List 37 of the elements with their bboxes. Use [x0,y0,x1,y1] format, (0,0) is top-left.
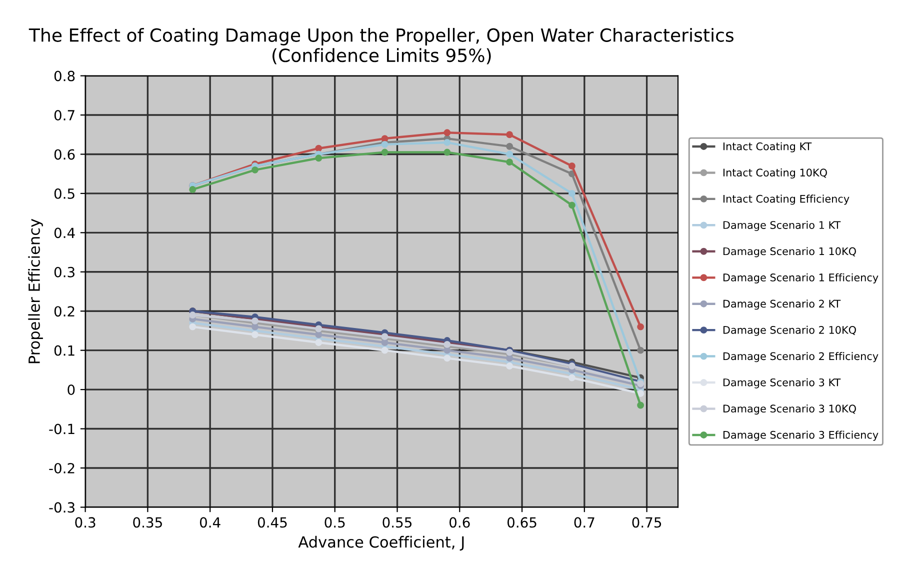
x-tick-label: 0.3 [75,517,96,528]
y-tick-label: 0.7 [54,110,74,120]
legend-label: Damage Scenario 2 Efficiency [723,352,878,362]
y-tick-label: 0.1 [54,345,74,356]
legend-label: Damage Scenario 3 Efficiency [723,430,878,441]
x-tick-label: 0.75 [632,517,662,528]
legend-label: Damage Scenario 1 Efficiency [723,273,878,284]
y-tick-label: 0.3 [54,266,74,278]
x-tick-label: 0.45 [258,517,287,528]
x-tick-label: 0.5 [324,517,345,528]
legend-label: Damage Scenario 2 10KQ [723,326,856,336]
legend-label: Damage Scenario 3 KT [723,378,841,388]
x-axis-title: Advance Coefficient, J [298,536,464,551]
y-tick-label: -0.3 [49,502,74,513]
x-tick-label: 0.55 [382,517,412,528]
legend-label: Damage Scenario 1 KT [723,220,841,231]
chart-title: The Effect of Coating Damage Upon the Propeller, Open Water Characteristics (Confidence Limits 95%) [28,28,734,64]
legend-label: Damage Scenario 3 10KQ [723,404,856,415]
legend-label: Intact Coating KT [723,142,812,152]
y-tick-label: 0.6 [54,149,75,160]
y-tick-label: 0.2 [54,306,74,317]
legend-label: Intact Coating 10KQ [723,168,827,179]
y-axis-title: Propeller Efficiency [28,218,43,364]
y-tick-label: 0.8 [54,70,75,82]
y-tick-label: -0.1 [49,424,74,434]
legend-label: Intact Coating Efficiency [723,194,850,205]
x-tick-label: 0.6 [450,517,470,528]
x-tick-label: 0.7 [574,517,594,528]
y-tick-label: 0.4 [54,228,75,238]
x-tick-label: 0.35 [133,517,162,528]
y-tick-label: 0 [68,384,75,396]
legend-label: Damage Scenario 1 10KQ [723,247,856,258]
y-tick-label: -0.2 [49,462,74,474]
x-tick-label: 0.4 [200,517,220,528]
y-tick-label: 0.5 [54,188,74,199]
legend-label: Damage Scenario 2 KT [723,300,841,310]
x-tick-label: 0.65 [507,517,536,528]
